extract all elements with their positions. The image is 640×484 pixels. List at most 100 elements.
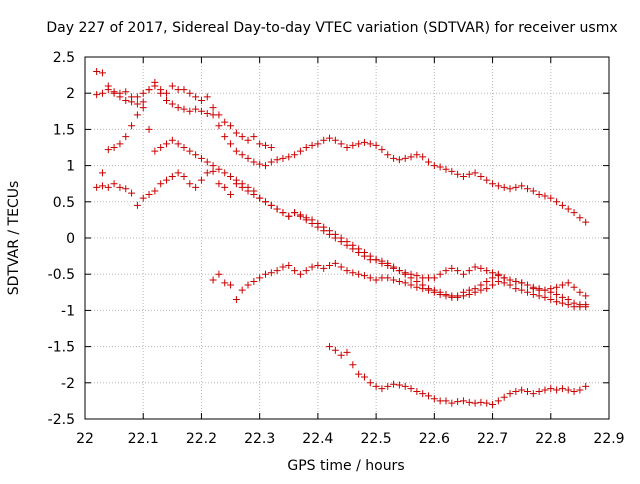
data-point <box>407 153 415 161</box>
data-point <box>133 111 141 119</box>
x-axis-label: GPS time / hours <box>287 458 404 474</box>
data-point <box>553 298 561 306</box>
data-point <box>401 154 409 162</box>
data-point <box>151 187 159 195</box>
data-point <box>122 133 130 141</box>
data-point <box>541 293 549 301</box>
data-point <box>576 288 584 296</box>
data-point <box>582 303 590 311</box>
x-tick-label: 22.7 <box>477 431 508 447</box>
data-point <box>285 212 293 220</box>
data-point <box>390 154 398 162</box>
data-point <box>145 125 153 133</box>
data-point <box>425 392 433 400</box>
data-point <box>483 176 491 184</box>
data-point <box>163 176 171 184</box>
data-point <box>186 147 194 155</box>
data-point <box>122 88 130 96</box>
y-tick-label: 2.5 <box>53 50 75 66</box>
data-point <box>355 140 363 148</box>
data-point <box>390 276 398 284</box>
data-point <box>349 269 357 277</box>
x-tick-label: 22.5 <box>361 431 392 447</box>
data-point <box>163 96 171 104</box>
data-point <box>331 230 339 238</box>
data-point <box>535 292 543 300</box>
data-points <box>93 67 590 409</box>
data-point <box>425 286 433 294</box>
data-point <box>209 276 217 284</box>
data-point <box>174 169 182 177</box>
data-point <box>157 180 165 188</box>
data-point <box>209 104 217 112</box>
data-point <box>500 393 508 401</box>
data-point <box>157 144 165 151</box>
data-point <box>343 238 351 246</box>
data-point <box>413 283 421 291</box>
data-point <box>384 382 392 390</box>
data-point <box>238 183 246 191</box>
data-point <box>296 270 304 278</box>
y-tick-label: -1 <box>61 303 75 319</box>
data-point <box>221 118 229 126</box>
data-point <box>337 351 345 359</box>
data-point <box>256 194 264 202</box>
y-tick-label: 0.5 <box>53 195 75 211</box>
data-point <box>384 274 392 282</box>
data-point <box>535 387 543 395</box>
data-point <box>238 151 246 159</box>
data-point <box>314 262 322 270</box>
data-point <box>98 69 106 77</box>
data-point <box>576 214 584 222</box>
data-point <box>186 107 194 115</box>
data-point <box>564 205 572 213</box>
data-point <box>523 281 531 289</box>
data-point <box>430 162 438 170</box>
data-point <box>483 285 491 293</box>
data-point <box>326 262 334 270</box>
data-point <box>360 138 368 146</box>
data-point <box>174 104 182 112</box>
data-point <box>430 288 438 296</box>
data-point <box>221 183 229 191</box>
data-point <box>454 267 462 275</box>
data-point <box>279 154 287 162</box>
data-point <box>413 151 421 159</box>
data-point <box>366 140 374 148</box>
data-point <box>506 185 514 193</box>
data-point <box>547 194 555 202</box>
data-point <box>459 288 467 296</box>
data-point <box>360 248 368 256</box>
series-track-6 <box>326 343 590 409</box>
data-point <box>227 140 235 148</box>
data-point <box>465 398 473 406</box>
data-point <box>291 267 299 275</box>
data-point <box>151 147 159 155</box>
data-point <box>279 263 287 271</box>
data-point <box>553 198 561 206</box>
data-point <box>308 263 316 271</box>
data-point <box>558 201 566 209</box>
data-point <box>372 256 380 264</box>
data-point <box>547 385 555 393</box>
y-tick-label: 2 <box>66 86 75 102</box>
data-point <box>512 387 520 395</box>
data-point <box>401 382 409 390</box>
data-point <box>331 136 339 144</box>
data-point <box>256 140 264 148</box>
data-point <box>465 170 473 178</box>
data-point <box>232 180 240 188</box>
data-point <box>558 293 566 301</box>
data-point <box>133 201 141 209</box>
data-point <box>384 151 392 159</box>
data-point <box>326 227 334 235</box>
data-point <box>273 205 281 213</box>
data-point <box>401 270 409 278</box>
x-tick-label: 22.2 <box>186 431 217 447</box>
data-point <box>337 263 345 271</box>
data-point <box>337 140 345 148</box>
data-point <box>349 141 357 149</box>
data-point <box>285 262 293 270</box>
data-point <box>459 172 467 180</box>
